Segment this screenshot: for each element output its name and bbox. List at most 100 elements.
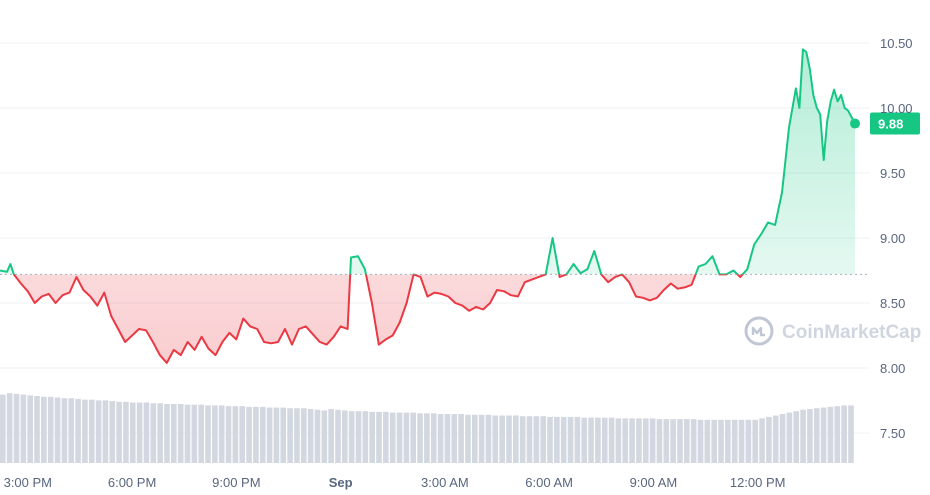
volume-bar — [554, 416, 560, 463]
volume-bar — [800, 409, 806, 463]
volume-bar — [718, 419, 724, 463]
volume-bar — [615, 418, 622, 463]
volume-bar — [444, 414, 451, 463]
volume-bar — [6, 393, 13, 463]
x-tick-label: 6:00 PM — [108, 475, 156, 490]
volume-bar — [656, 419, 663, 463]
volume-bar — [27, 395, 33, 463]
volume-bar — [526, 416, 533, 463]
volume-bars — [0, 393, 854, 463]
volume-bar — [820, 407, 827, 463]
volume-bar — [218, 405, 225, 463]
x-axis: 3:00 PM 6:00 PM 9:00 PM Sep 3:00 AM 6:00 AM 9:… — [4, 475, 786, 490]
volume-bar — [745, 419, 752, 463]
volume-bar — [663, 419, 670, 463]
volume-bar — [232, 406, 239, 463]
volume-bar — [731, 419, 738, 463]
y-tick-label: 7.50 — [880, 426, 905, 441]
volume-bar — [533, 416, 540, 463]
volume-bar — [191, 404, 198, 463]
volume-bar — [116, 401, 122, 463]
volume-bar — [752, 419, 759, 463]
volume-bar — [403, 412, 410, 463]
price-line — [0, 48, 856, 364]
volume-bar — [499, 415, 505, 463]
x-tick-label: 12:00 PM — [730, 475, 786, 490]
volume-bar — [109, 401, 116, 463]
volume-bar — [848, 405, 854, 463]
volume-bar — [184, 404, 191, 463]
volume-bar — [0, 394, 6, 463]
volume-bar — [321, 410, 328, 463]
volume-bar — [827, 406, 834, 463]
volume-bar — [102, 400, 109, 463]
line-below — [12, 274, 744, 364]
volume-bar — [41, 396, 47, 463]
volume-bar — [355, 411, 362, 463]
volume-bar — [34, 396, 40, 463]
volume-bar — [300, 408, 307, 463]
volume-bar — [704, 419, 711, 463]
volume-bar — [54, 397, 61, 463]
x-tick-label: 3:00 PM — [4, 475, 52, 490]
volume-bar — [608, 417, 615, 463]
volume-bar — [376, 411, 382, 463]
volume-bar — [82, 399, 88, 463]
volume-bar — [266, 407, 273, 463]
volume-bar — [75, 398, 81, 463]
watermark-text: CoinMarketCap — [782, 322, 921, 343]
volume-bar — [136, 402, 143, 463]
y-tick-label: 10.50 — [880, 36, 913, 51]
volume-bar — [362, 411, 369, 463]
volume-bar — [198, 404, 204, 463]
volume-bar — [772, 415, 779, 463]
volume-bar — [560, 416, 567, 463]
x-tick-label: 3:00 AM — [421, 475, 469, 490]
volume-bar — [519, 416, 526, 463]
volume-bar — [636, 418, 642, 463]
volume-bar — [649, 418, 656, 463]
volume-bar — [677, 419, 683, 463]
volume-bar — [342, 410, 348, 463]
current-price-label: 9.88 — [878, 117, 903, 132]
volume-bar — [540, 416, 546, 463]
volume-bar — [246, 406, 252, 463]
volume-bar — [164, 403, 170, 463]
volume-bar — [697, 419, 704, 463]
volume-bar — [793, 411, 800, 463]
volume-bar — [177, 403, 184, 463]
volume-bar — [424, 413, 430, 463]
volume-bar — [430, 413, 437, 463]
volume-bar — [458, 414, 464, 463]
volume-bar — [622, 418, 629, 463]
volume-bar — [157, 403, 163, 463]
volume-bar — [280, 407, 287, 463]
volume-bar — [506, 415, 512, 463]
x-tick-label: 9:00 AM — [630, 475, 678, 490]
volume-bar — [670, 419, 676, 463]
y-axis: 10.50 10.00 9.50 9.00 8.50 8.00 7.50 — [880, 36, 913, 441]
volume-bar — [547, 416, 553, 463]
volume-bar — [779, 414, 786, 463]
volume-bar — [759, 418, 765, 463]
volume-bar — [684, 419, 690, 463]
volume-bar — [253, 406, 259, 463]
y-tick-label: 9.50 — [880, 166, 905, 181]
volume-bar — [123, 401, 129, 463]
volume-bar — [478, 414, 485, 463]
volume-bar — [834, 406, 841, 463]
volume-bar — [61, 398, 68, 463]
coinmarketcap-logo-icon — [744, 316, 774, 346]
volume-bar — [841, 405, 847, 463]
volume-bar — [813, 408, 820, 463]
volume-bar — [239, 406, 246, 463]
volume-bar — [307, 409, 314, 463]
volume-bar — [595, 417, 601, 463]
volume-bar — [328, 409, 334, 463]
volume-bar — [294, 408, 300, 463]
volume-bar — [369, 411, 375, 463]
volume-bar — [383, 411, 389, 463]
volume-bar — [205, 405, 211, 463]
volume-bar — [410, 412, 417, 463]
